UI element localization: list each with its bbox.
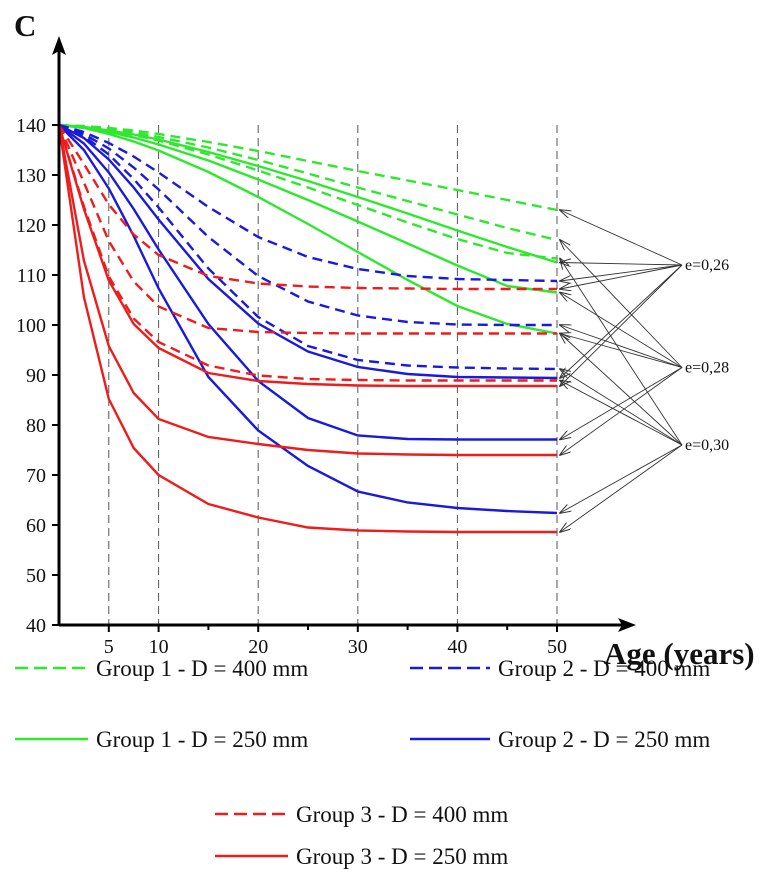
annotation-arrow (560, 264, 683, 281)
series-line-group2-solid-1 (58, 123, 558, 380)
x-tick-label-40: 40 (447, 636, 467, 658)
annotation-arrow (560, 259, 683, 446)
annotation-arrow (560, 444, 683, 513)
series-line-group2-solid-3 (58, 124, 558, 515)
annotation-arrows (560, 210, 683, 532)
annotation-arrow (560, 367, 683, 440)
y-axis-title: C (14, 8, 36, 43)
tick-labels: 5 10 20 30 40 50 40 50 60 70 80 90 100 110 120 130 140 (16, 115, 567, 658)
x-tick-label-30: 30 (348, 636, 368, 658)
x-tick-label-50: 50 (547, 636, 567, 658)
legend-label-3: Group 2 - D = 400 mm (498, 656, 710, 681)
annotation-arrow (560, 334, 683, 446)
legend-label-1: Group 1 - D = 400 mm (96, 656, 308, 681)
series-line-group1-dashed-2 (58, 123, 558, 242)
annotation-arrow (560, 325, 683, 368)
y-tick-label-120: 120 (16, 215, 46, 237)
legend-label-6: Group 3 - D = 250 mm (296, 844, 508, 869)
axes (52, 36, 636, 632)
series-lines (57, 123, 558, 534)
legend: Group 1 - D = 400 mm Group 2 - D = 400 mm… (15, 656, 710, 869)
x-tick-label-10: 10 (149, 636, 169, 658)
annotation-arrow (560, 264, 683, 386)
y-tick-label-70: 70 (26, 465, 46, 487)
annotation-label-1: e=0,26 (685, 257, 729, 274)
annotation-arrow (560, 381, 683, 446)
y-tick-label-60: 60 (26, 515, 46, 537)
annotation-arrow (560, 369, 683, 446)
x-axis-title: Age (years) (604, 636, 755, 671)
series-line-group3-solid-1 (57, 124, 557, 388)
annotation-arrow (560, 210, 683, 266)
y-tick-label-100: 100 (16, 315, 46, 337)
y-tick-label-110: 110 (17, 265, 46, 287)
annotation-labels: e=0,26 e=0,28 e=0,30 (685, 257, 729, 454)
x-tick-label-20: 20 (248, 636, 268, 658)
series-line-group3-solid-2 (57, 124, 557, 457)
annotation-arrow (560, 264, 683, 289)
series-line-group3-dashed-2 (57, 124, 557, 335)
series-line-group3-dashed-1 (57, 124, 557, 291)
series-line-group3-dashed-3 (57, 124, 557, 382)
y-axis-arrow (52, 36, 66, 55)
annotation-arrow (560, 264, 683, 378)
y-tick-label-90: 90 (26, 365, 46, 387)
series-line-group2-dashed-3 (58, 123, 558, 371)
series-line-group1-solid-2 (58, 123, 558, 294)
annotation-arrow (560, 263, 683, 266)
annotation-label-3: e=0,30 (685, 437, 729, 454)
y-tick-label-50: 50 (26, 565, 46, 587)
y-tick-label-40: 40 (26, 615, 46, 637)
annotation-arrow (560, 334, 683, 368)
y-tick-label-80: 80 (26, 415, 46, 437)
annotation-arrow (560, 444, 683, 532)
y-tick-label-130: 130 (16, 165, 46, 187)
annotation-arrow (560, 293, 683, 368)
vertical-gridlines (108, 125, 558, 625)
annotation-arrow (560, 367, 683, 456)
series-line-group3-solid-3 (57, 124, 557, 534)
legend-label-4: Group 2 - D = 250 mm (498, 727, 710, 752)
legend-label-5: Group 3 - D = 400 mm (296, 802, 508, 827)
y-tick-label-140: 140 (16, 115, 46, 137)
x-tick-label-5: 5 (104, 636, 114, 658)
annotation-label-2: e=0,28 (685, 360, 729, 377)
series-line-group1-solid-1 (58, 123, 558, 264)
legend-label-2: Group 1 - D = 250 mm (96, 727, 308, 752)
series-line-group2-dashed-1 (58, 123, 558, 283)
annotation-arrow (560, 240, 683, 368)
x-axis-arrow (618, 618, 636, 632)
series-line-group1-solid-3 (58, 123, 558, 335)
series-line-group2-dashed-2 (58, 123, 557, 327)
